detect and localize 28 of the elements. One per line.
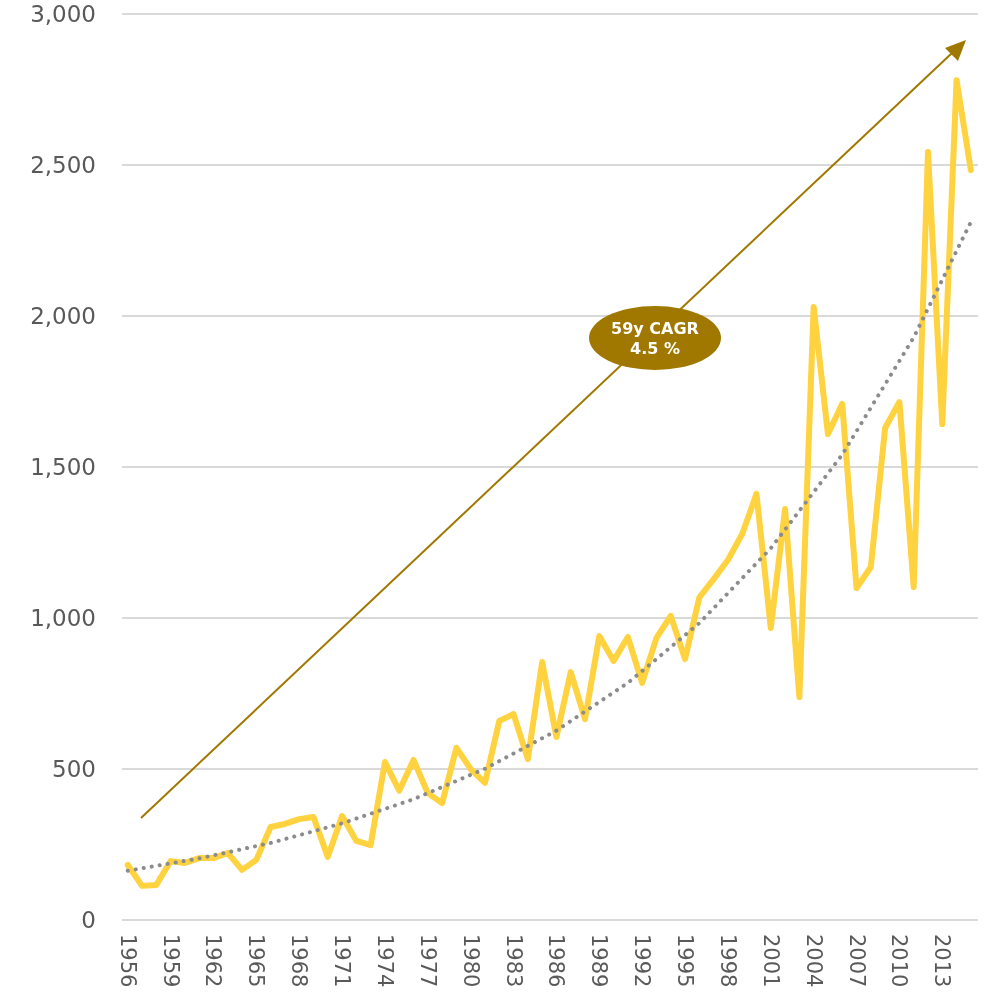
x-tick-label: 1968 [287,934,312,988]
x-tick-label: 2010 [887,934,912,988]
y-tick-label: 1,000 [30,605,96,632]
x-tick-label: 1989 [587,934,612,988]
y-tick-label: 1,500 [30,454,96,481]
y-tick-label: 2,500 [30,152,96,179]
x-tick-label: 1980 [458,934,483,988]
x-tick-label: 2007 [844,934,869,988]
y-tick-label: 3,000 [30,1,96,28]
y-tick-label: 0 [81,907,96,934]
y-tick-label: 2,000 [30,303,96,330]
x-tick-label: 1959 [158,934,183,988]
x-tick-label: 1956 [115,934,140,988]
x-tick-label: 1995 [673,934,698,988]
x-tick-label: 2004 [801,934,826,988]
x-tick-label: 1962 [201,934,226,988]
x-tick-label: 1977 [415,934,440,988]
x-tick-label: 1998 [715,934,740,988]
x-tick-label: 1971 [330,934,355,988]
x-tick-label: 2001 [758,934,783,988]
annotation: 59y CAGR 4.5 % [611,319,699,358]
x-tick-label: 1965 [244,934,269,988]
x-tick-label: 1983 [501,934,526,988]
x-tick-label: 1986 [544,934,569,988]
x-tick-label: 1974 [372,934,397,988]
y-tick-label: 500 [52,756,96,783]
x-tick-label: 1992 [630,934,655,988]
x-tick-label: 2013 [930,934,955,988]
